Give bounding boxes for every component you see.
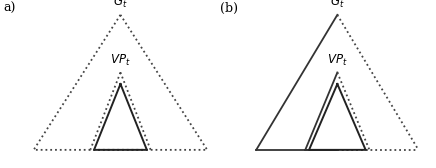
Text: $VP_t$: $VP_t$: [110, 52, 131, 68]
Text: (b): (b): [221, 2, 238, 15]
Text: $VP_t$: $VP_t$: [327, 52, 347, 68]
Text: $G_t$: $G_t$: [113, 0, 128, 10]
Text: $G_t$: $G_t$: [330, 0, 344, 10]
Text: a): a): [3, 2, 16, 15]
